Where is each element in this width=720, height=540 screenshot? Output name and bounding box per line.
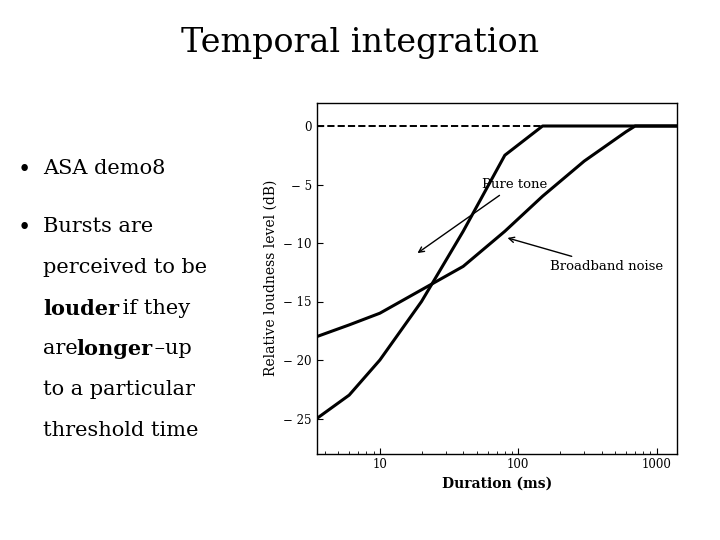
Text: to a particular: to a particular	[43, 380, 196, 399]
Text: •: •	[17, 217, 31, 239]
Text: are: are	[43, 339, 85, 359]
Text: louder: louder	[43, 299, 120, 319]
Text: •: •	[17, 159, 31, 180]
Text: ASA demo8: ASA demo8	[43, 159, 166, 178]
Text: Bursts are: Bursts are	[43, 217, 154, 236]
Text: longer: longer	[76, 339, 152, 359]
Text: threshold time: threshold time	[43, 421, 199, 440]
Text: Broadband noise: Broadband noise	[509, 237, 663, 273]
Text: –up: –up	[148, 339, 192, 359]
Text: if they: if they	[116, 299, 190, 318]
Y-axis label: Relative loudness level (dB): Relative loudness level (dB)	[264, 180, 278, 376]
Text: Temporal integration: Temporal integration	[181, 27, 539, 59]
Text: perceived to be: perceived to be	[43, 258, 207, 276]
Text: Pure tone: Pure tone	[419, 178, 547, 252]
X-axis label: Duration (ms): Duration (ms)	[441, 477, 552, 491]
